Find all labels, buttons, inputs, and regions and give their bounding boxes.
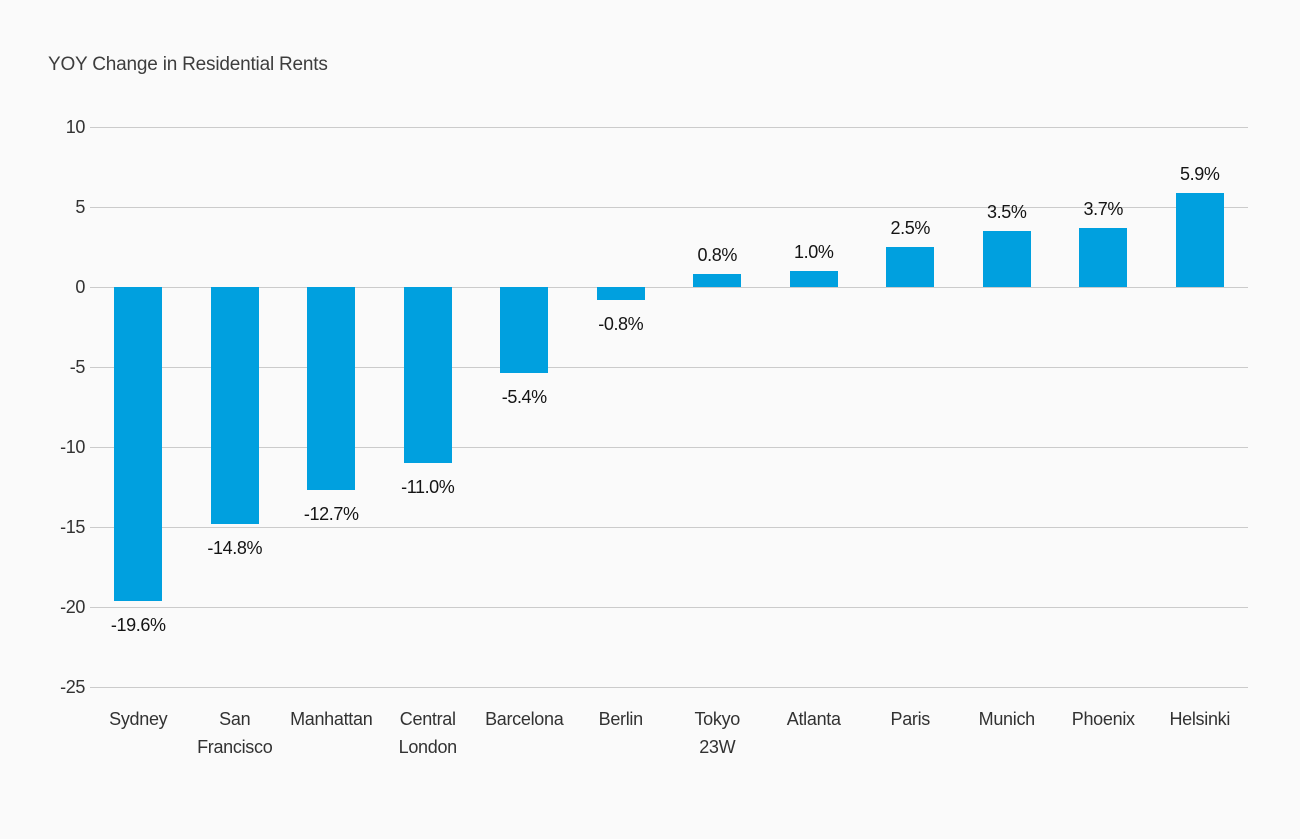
bar-phoenix: [1079, 227, 1128, 287]
bar-paris: [886, 247, 935, 287]
gridline-10: [90, 127, 1248, 128]
x-label-central-london: Central London: [398, 709, 458, 757]
gridline-0: [90, 287, 1248, 288]
y-tick-label-10: 10: [65, 117, 86, 137]
gridline--10: [90, 447, 1248, 448]
value-label-tokyo-23w: 0.8%: [697, 245, 738, 266]
bar-berlin: [596, 287, 645, 300]
value-label-berlin: -0.8%: [598, 313, 644, 334]
bar-central-london: [403, 287, 452, 463]
value-label-barcelona: -5.4%: [501, 387, 547, 408]
gridline-5: [90, 207, 1248, 208]
y-tick-label--5: -5: [69, 357, 86, 377]
gridline--25: [90, 687, 1248, 688]
x-label-barcelona: Barcelona: [485, 709, 564, 729]
bar-sydney: [114, 287, 163, 601]
y-tick-label--25: -25: [60, 677, 85, 697]
x-label-berlin: Berlin: [598, 709, 644, 729]
x-label-tokyo-23w: Tokyo 23W: [694, 709, 741, 757]
chart-title: YOY Change in Residential Rents: [48, 54, 328, 75]
y-tick-label--20: -20: [60, 597, 85, 617]
value-label-atlanta: 1.0%: [794, 242, 834, 262]
y-tick-label--10: -10: [60, 437, 85, 457]
value-label-manhattan: -12.7%: [303, 504, 359, 525]
x-label-paris: Paris: [890, 709, 930, 729]
x-label-phoenix: Phoenix: [1071, 709, 1135, 729]
x-label-atlanta: Atlanta: [786, 709, 841, 729]
bar-san-francisco: [210, 287, 259, 524]
gridline--15: [90, 527, 1248, 528]
value-label-san-francisco: -14.8%: [207, 537, 263, 558]
value-label-sydney: -19.6%: [110, 614, 166, 635]
bar-tokyo-23w: [693, 274, 742, 287]
y-tick-label-5: 5: [75, 197, 85, 217]
y-tick-label-0: 0: [75, 277, 85, 297]
x-label-manhattan: Manhattan: [290, 709, 373, 729]
x-label-sydney: Sydney: [109, 709, 168, 729]
gridline--5: [90, 367, 1248, 368]
bar-atlanta: [789, 271, 838, 287]
value-label-central-london: -11.0%: [401, 477, 455, 497]
bar-manhattan: [307, 287, 356, 491]
x-label-helsinki: Helsinki: [1169, 709, 1231, 729]
value-label-paris: 2.5%: [890, 218, 931, 238]
value-label-helsinki: 5.9%: [1180, 163, 1220, 184]
bar-munich: [982, 231, 1031, 287]
gridline--20: [90, 607, 1248, 608]
value-label-phoenix: 3.7%: [1083, 198, 1124, 219]
bar-barcelona: [500, 287, 549, 374]
y-tick-label--15: -15: [60, 517, 85, 537]
value-label-munich: 3.5%: [987, 202, 1027, 222]
x-label-san-francisco: San Francisco: [197, 709, 273, 757]
bar-helsinki: [1175, 192, 1224, 287]
x-label-munich: Munich: [978, 709, 1036, 729]
